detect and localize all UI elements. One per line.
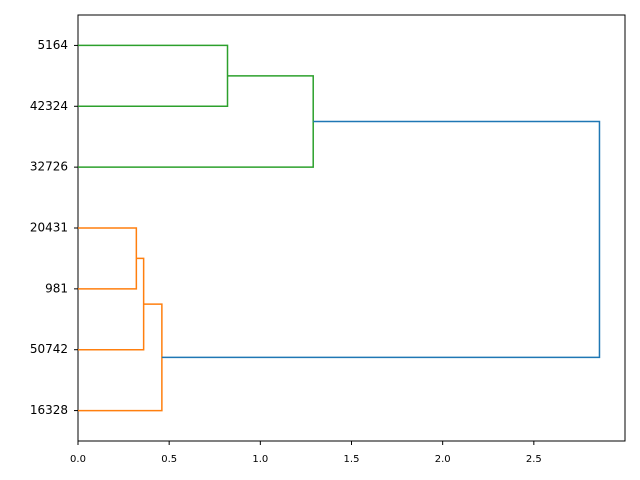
leaf-label: 5164 bbox=[37, 38, 68, 52]
x-tick-label: 1.0 bbox=[252, 454, 268, 465]
link bbox=[78, 44, 229, 108]
x-tick-label: 0.0 bbox=[70, 454, 86, 465]
leaf-label: 16328 bbox=[30, 403, 68, 417]
link bbox=[78, 227, 138, 290]
x-tick-label: 2.5 bbox=[526, 454, 542, 465]
x-tick-label: 2.0 bbox=[435, 454, 451, 465]
leaf-label: 32726 bbox=[30, 160, 68, 174]
leaf-label: 50742 bbox=[30, 342, 68, 356]
leaf-label: 981 bbox=[45, 281, 68, 295]
leaf-label: 20431 bbox=[30, 221, 68, 235]
link bbox=[78, 303, 163, 412]
link bbox=[78, 257, 145, 351]
x-tick-label: 1.5 bbox=[344, 454, 360, 465]
link bbox=[161, 120, 601, 359]
leaf-label: 42324 bbox=[30, 99, 68, 113]
link bbox=[78, 75, 314, 168]
plot-frame bbox=[77, 14, 626, 442]
x-tick-label: 0.5 bbox=[161, 454, 177, 465]
